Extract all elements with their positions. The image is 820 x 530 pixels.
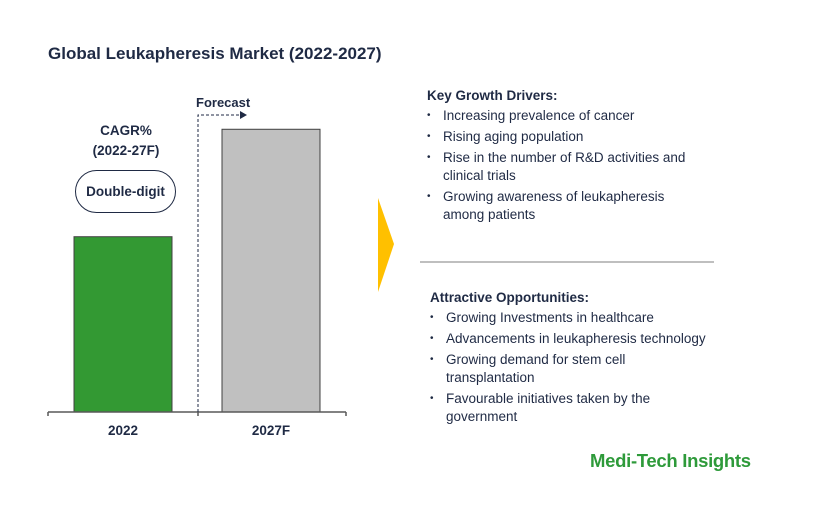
list-item: Growing demand for stem cell transplanta… xyxy=(430,351,646,387)
key-growth-drivers: Key Growth Drivers: Increasing prevalenc… xyxy=(427,88,717,227)
list-item: Advancements in leukapheresis technology xyxy=(430,330,730,348)
list-item: Rising aging population xyxy=(427,128,717,146)
section-divider xyxy=(420,261,714,263)
brand-logo: Medi-Tech Insights xyxy=(590,450,751,471)
list-item: Rise in the number of R&D activities and… xyxy=(427,149,717,185)
forecast-divider xyxy=(197,114,240,412)
chart-title: Global Leukapheresis Market (2022-2027) xyxy=(48,44,382,63)
x-tick-label: 2022 xyxy=(107,423,139,438)
cagr-label: CAGR% (2022-27F) xyxy=(74,121,178,161)
cagr-label-line2: (2022-27F) xyxy=(92,143,160,158)
chevron-right-icon xyxy=(378,198,394,292)
forecast-label: Forecast xyxy=(196,95,251,110)
cagr-label-line1: CAGR% xyxy=(100,123,152,138)
drivers-heading: Key Growth Drivers: xyxy=(427,88,558,103)
list-item: Increasing prevalence of cancer xyxy=(427,107,717,125)
cagr-value-badge: Double-digit xyxy=(75,170,176,213)
bar-2027F xyxy=(221,128,321,413)
bar-2022 xyxy=(73,236,173,413)
opportunities-heading: Attractive Opportunities: xyxy=(430,290,590,305)
list-item: Growing Investments in healthcare xyxy=(430,309,730,327)
bar-chart xyxy=(47,111,347,416)
attractive-opportunities: Attractive Opportunities: Growing Invest… xyxy=(430,290,730,429)
list-item: Favourable initiatives taken by the gove… xyxy=(430,390,676,426)
x-tick-label: 2027F xyxy=(251,423,291,438)
list-item: Growing awareness of leukapheresis among… xyxy=(427,188,693,224)
forecast-arrow-icon xyxy=(240,111,247,119)
